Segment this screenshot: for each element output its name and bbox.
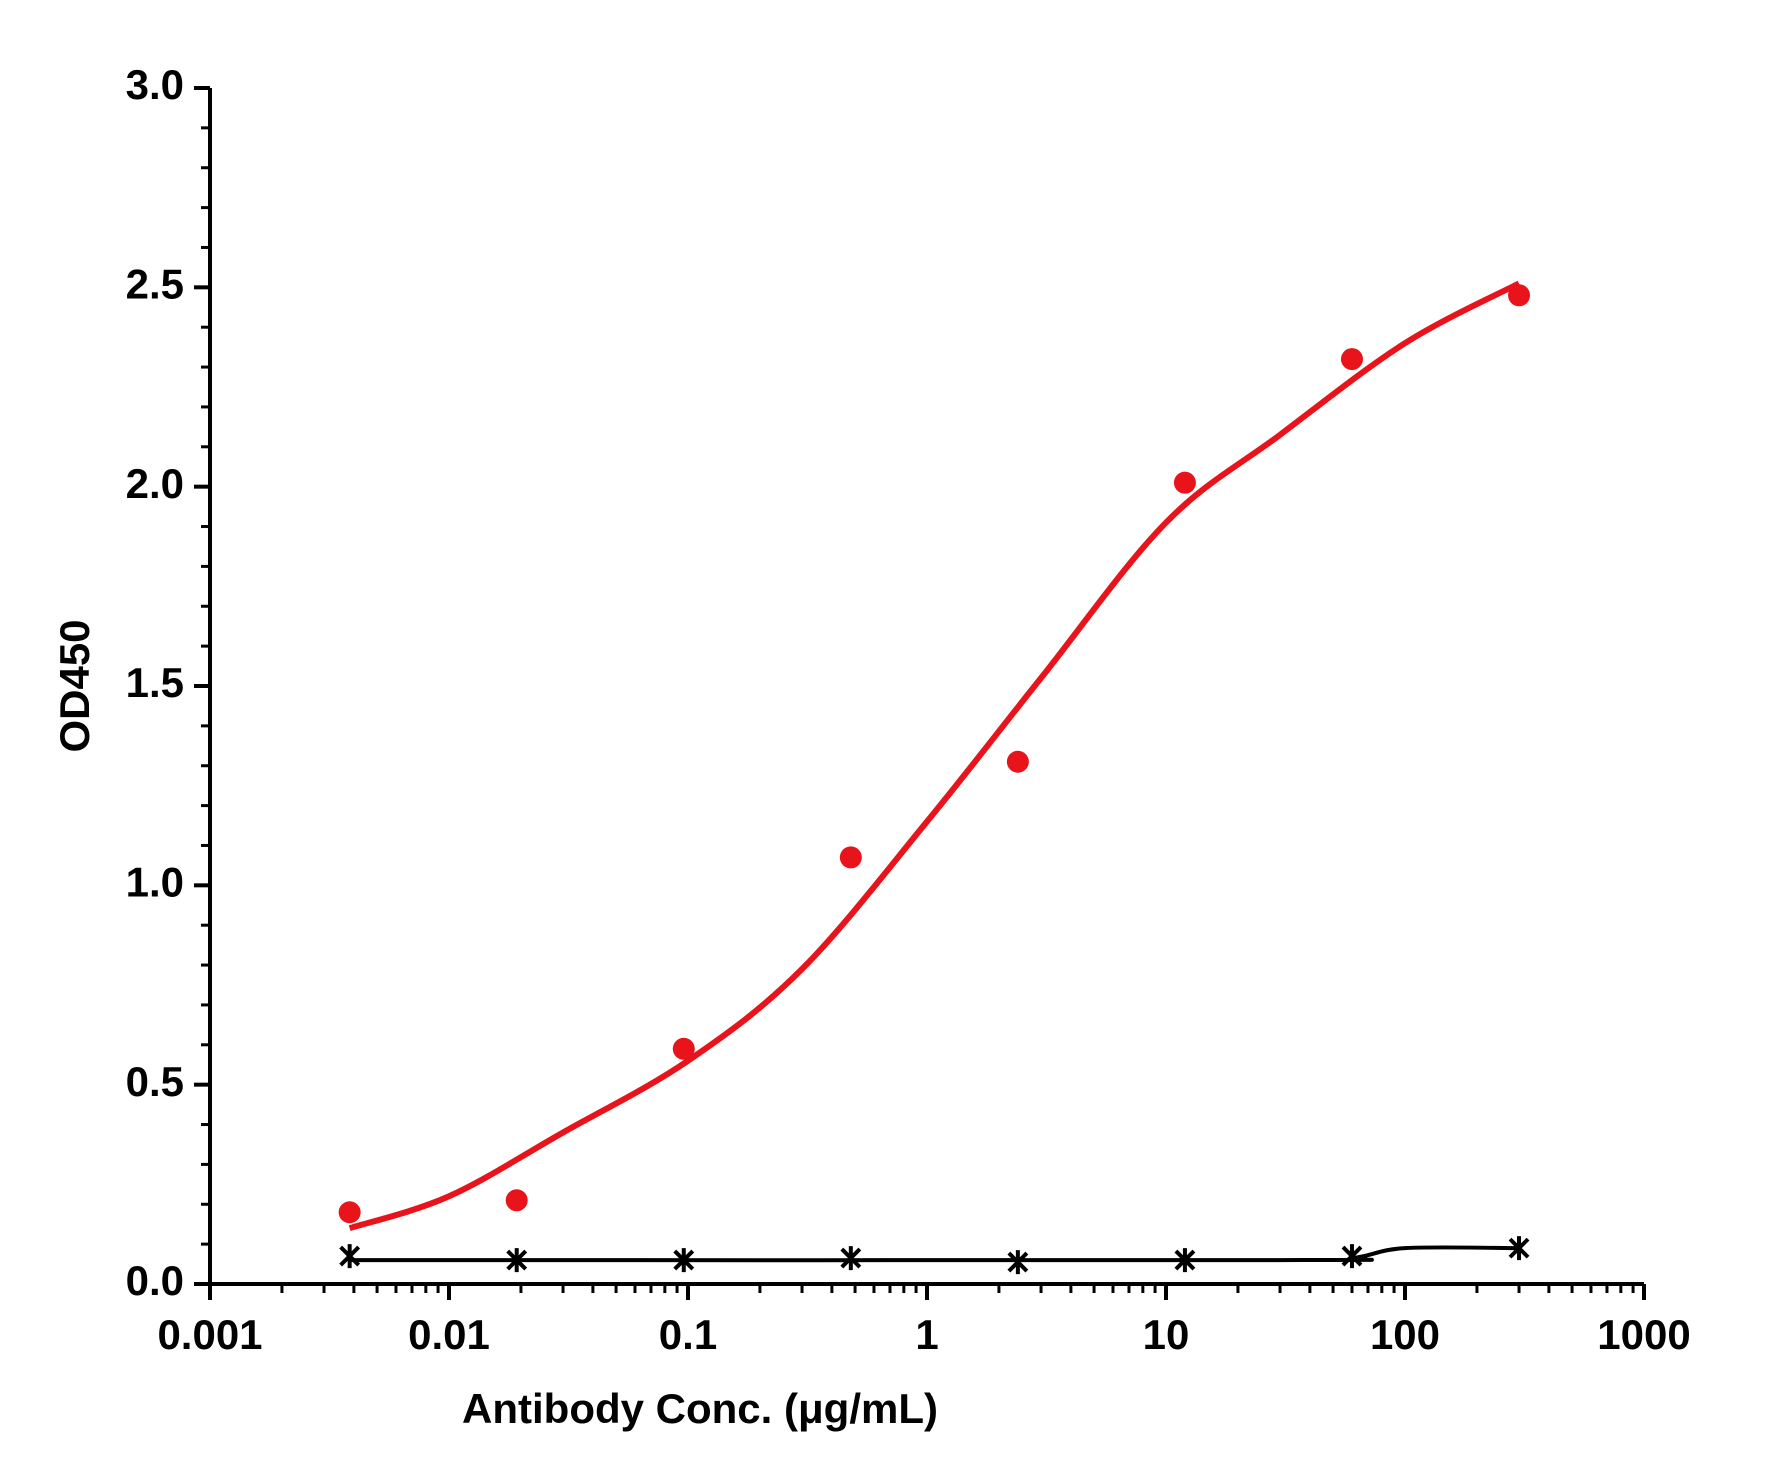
y-tick-label: 0.0 bbox=[126, 1257, 184, 1304]
data-point bbox=[1006, 750, 1029, 773]
x-tick-label: 100 bbox=[1370, 1311, 1440, 1358]
data-point bbox=[505, 1189, 528, 1212]
y-tick-label: 2.0 bbox=[126, 460, 184, 507]
y-axis-label: OD450 bbox=[51, 619, 98, 752]
x-axis-label: Antibody Conc. (μg/mL) bbox=[462, 1385, 938, 1432]
data-point bbox=[672, 1037, 695, 1060]
data-point bbox=[1508, 284, 1531, 307]
x-tick-label: 10 bbox=[1143, 1311, 1190, 1358]
data-point bbox=[1007, 1250, 1029, 1275]
y-tick-label: 3.0 bbox=[126, 61, 184, 108]
data-point bbox=[506, 1248, 528, 1273]
data-point bbox=[1341, 1244, 1363, 1269]
data-point bbox=[673, 1248, 695, 1273]
data-point bbox=[339, 1244, 361, 1269]
y-tick-label: 2.5 bbox=[126, 260, 184, 307]
x-tick-label: 0.01 bbox=[408, 1311, 490, 1358]
data-point bbox=[1174, 1248, 1196, 1273]
data-point bbox=[338, 1201, 361, 1224]
data-point bbox=[1508, 1236, 1530, 1261]
data-point bbox=[1340, 348, 1363, 371]
y-tick-label: 0.5 bbox=[126, 1058, 184, 1105]
x-tick-label: 0.001 bbox=[157, 1311, 262, 1358]
data-point bbox=[839, 846, 862, 869]
y-tick-label: 1.5 bbox=[126, 659, 184, 706]
data-point bbox=[1173, 471, 1196, 494]
x-tick-label: 0.1 bbox=[659, 1311, 717, 1358]
x-tick-label: 1000 bbox=[1597, 1311, 1690, 1358]
y-tick-label: 1.0 bbox=[126, 858, 184, 905]
fit-curve bbox=[348, 280, 1521, 1232]
x-tick-label: 1 bbox=[915, 1311, 938, 1358]
data-point bbox=[840, 1246, 862, 1271]
